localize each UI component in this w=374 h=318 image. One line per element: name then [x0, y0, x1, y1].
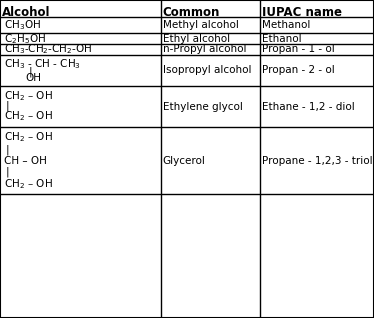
Text: CH$_3$OH: CH$_3$OH [4, 18, 41, 32]
Text: |: | [6, 100, 9, 111]
Text: Ethylene glycol: Ethylene glycol [163, 101, 243, 112]
Text: OH: OH [25, 73, 41, 83]
Text: Ethanol: Ethanol [262, 34, 301, 44]
Text: Propan - 2 - ol: Propan - 2 - ol [262, 66, 335, 75]
Text: |: | [6, 167, 9, 177]
Text: C$_2$H$_5$OH: C$_2$H$_5$OH [4, 32, 46, 45]
Text: Ethane - 1,2 - diol: Ethane - 1,2 - diol [262, 101, 355, 112]
Text: Methyl alcohol: Methyl alcohol [163, 20, 239, 31]
Text: Isopropyl alcohol: Isopropyl alcohol [163, 66, 251, 75]
Text: Alcohol: Alcohol [2, 6, 50, 19]
Text: Glycerol: Glycerol [163, 156, 206, 166]
Text: Common: Common [163, 6, 220, 19]
Text: Propane - 1,2,3 - triol: Propane - 1,2,3 - triol [262, 156, 373, 166]
Text: |: | [6, 145, 9, 155]
Text: CH$_2$ – OH: CH$_2$ – OH [4, 177, 52, 191]
Text: n-Propyl alcohol: n-Propyl alcohol [163, 45, 246, 54]
Text: |: | [29, 66, 33, 77]
Text: CH$_3$-CH$_2$-CH$_2$-OH: CH$_3$-CH$_2$-CH$_2$-OH [4, 43, 92, 56]
Text: Ethyl alcohol: Ethyl alcohol [163, 34, 230, 44]
Text: Propan - 1 - ol: Propan - 1 - ol [262, 45, 335, 54]
Text: IUPAC name: IUPAC name [262, 6, 342, 19]
Text: CH$_2$ – OH: CH$_2$ – OH [4, 89, 52, 103]
Text: CH$_2$ – OH: CH$_2$ – OH [4, 130, 52, 144]
Text: CH$_2$ – OH: CH$_2$ – OH [4, 109, 52, 122]
Text: Methanol: Methanol [262, 20, 310, 31]
Text: CH$_3$ - CH - CH$_3$: CH$_3$ - CH - CH$_3$ [4, 57, 81, 71]
Text: CH – OH: CH – OH [4, 156, 47, 166]
